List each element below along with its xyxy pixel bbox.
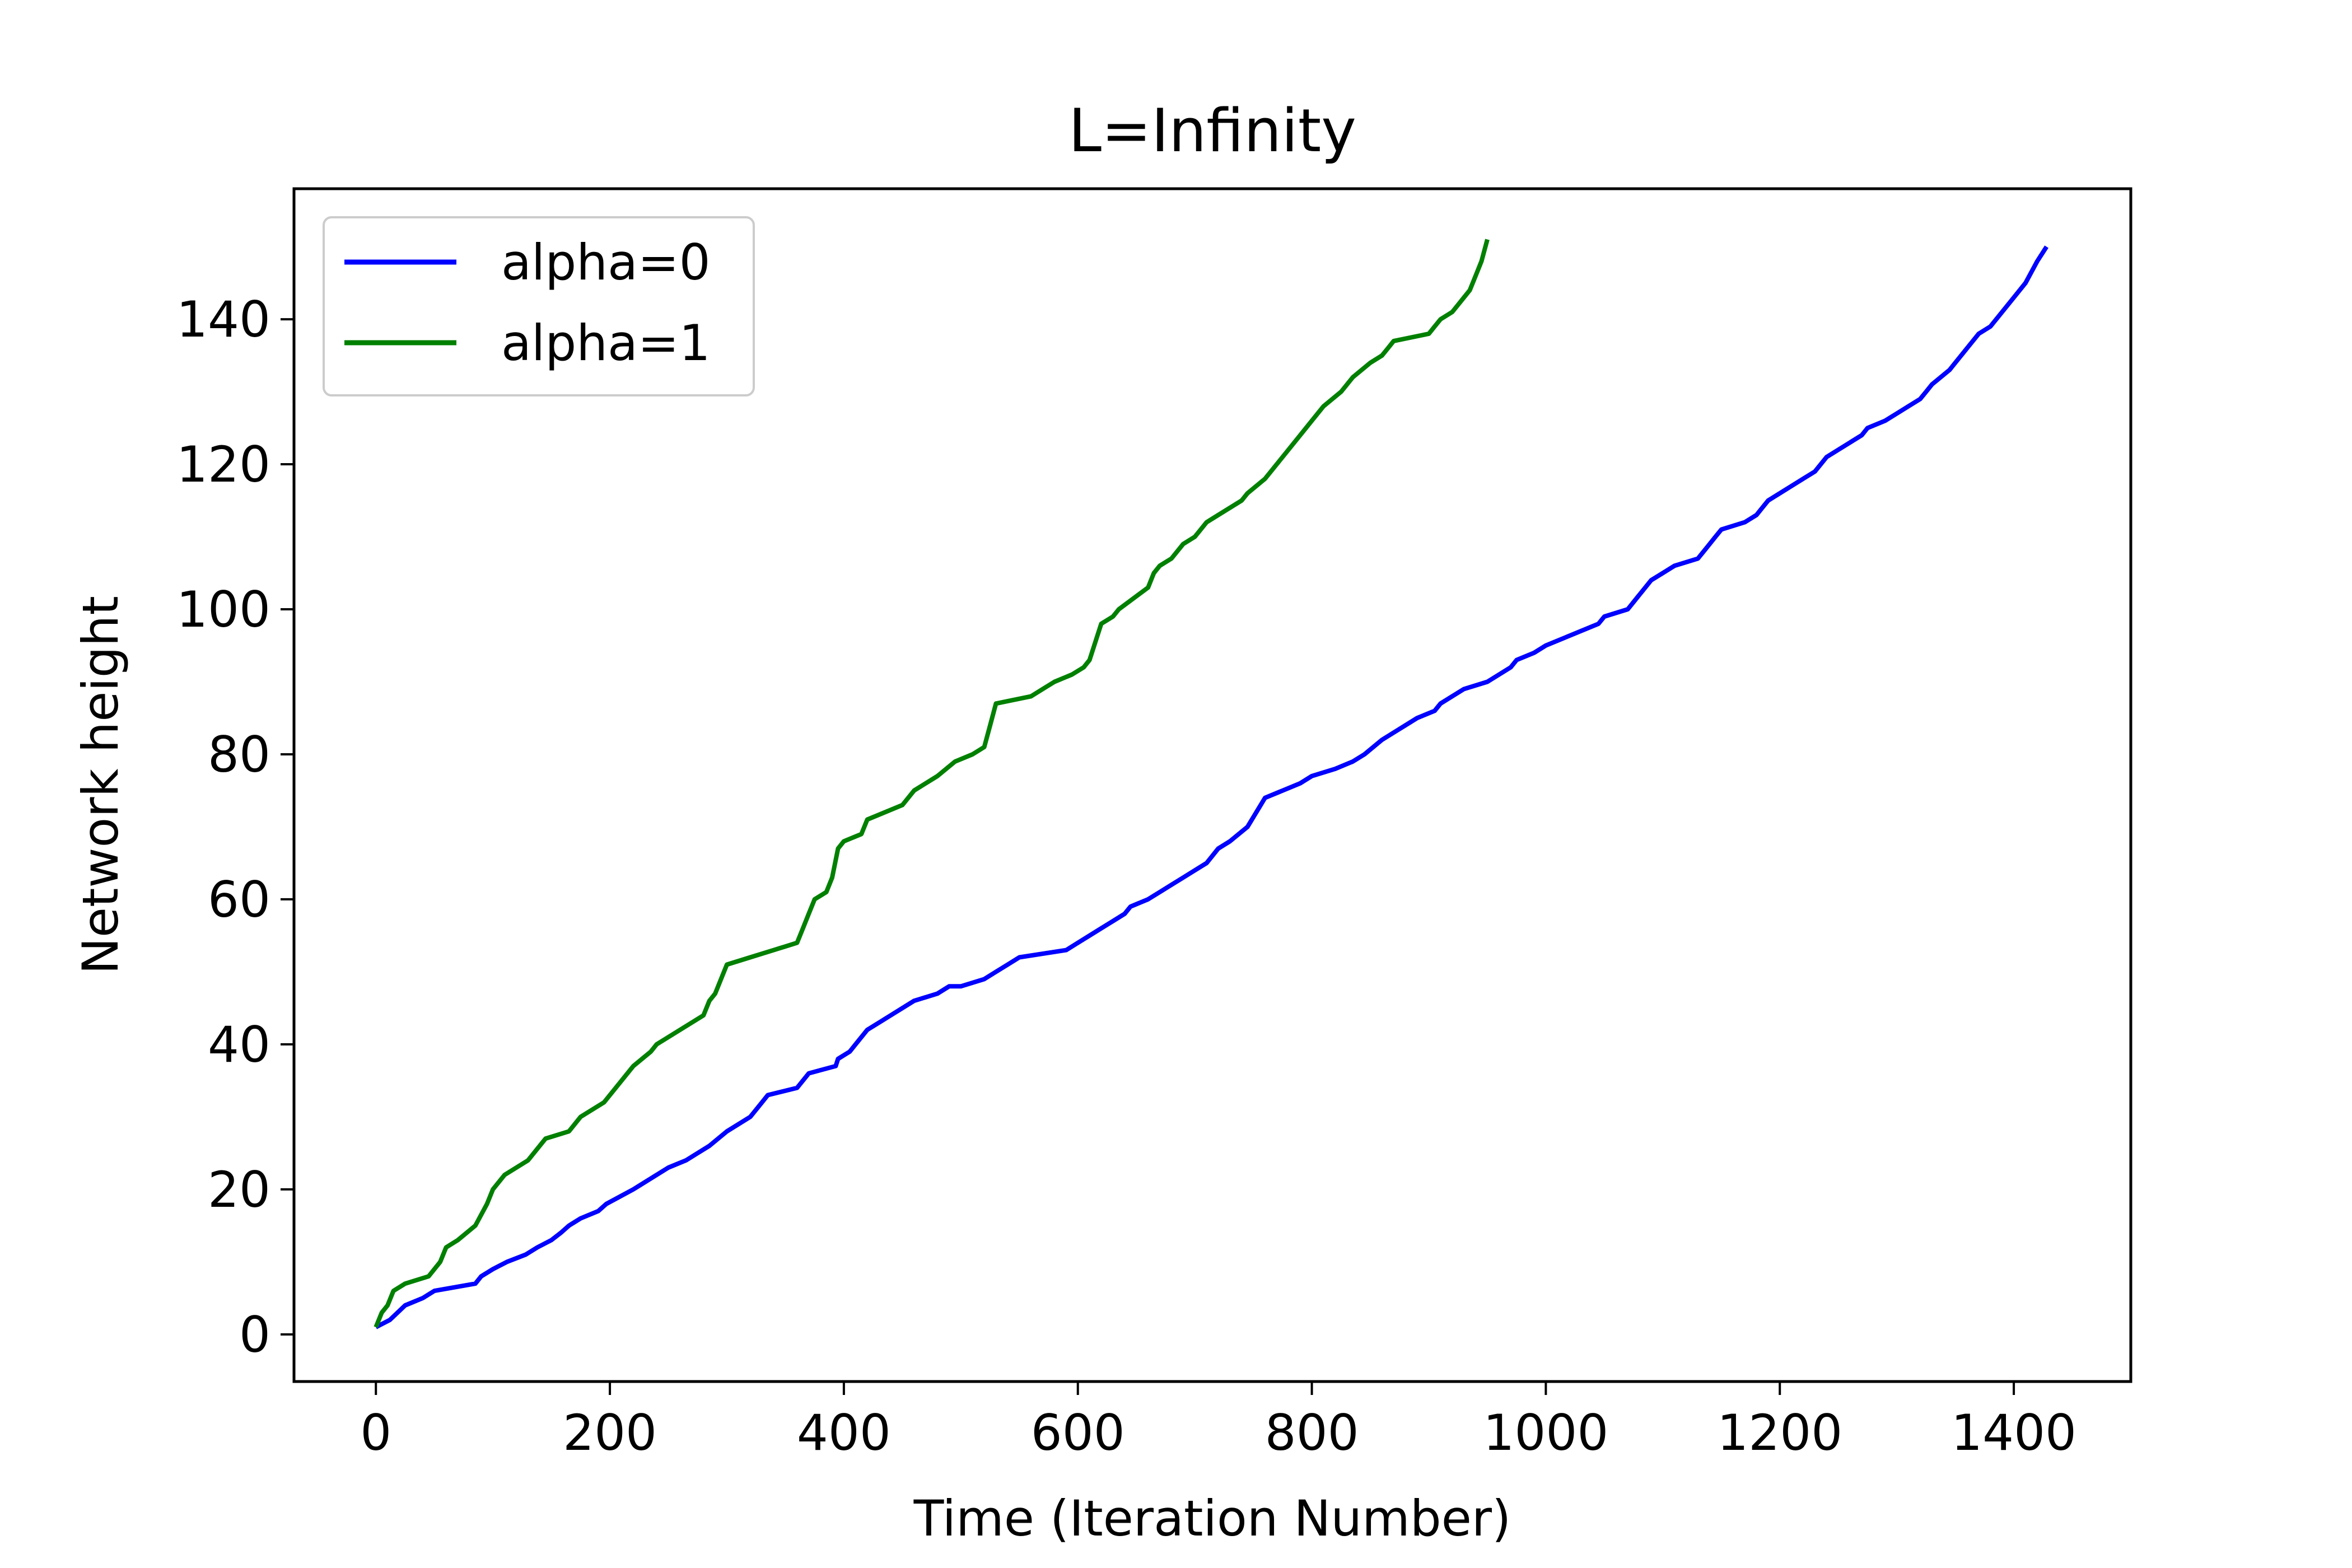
x-tick-label: 200	[563, 1404, 657, 1462]
chart-title: L=Infinity	[1068, 96, 1356, 165]
x-tick-label: 1400	[1951, 1404, 2076, 1462]
y-axis-ticks: 0 20 40 60 80 100 120 140	[176, 291, 294, 1364]
x-axis-ticks: 0 200 400 600 800 1000 1200 1400	[360, 1382, 2076, 1462]
y-tick-label: 40	[208, 1016, 270, 1074]
y-tick-label: 60	[208, 871, 270, 928]
legend-label-alpha-1: alpha=1	[501, 314, 711, 372]
x-tick-label: 400	[797, 1404, 891, 1462]
x-axis-label: Time (Iteration Number)	[913, 1490, 1511, 1547]
y-tick-label: 80	[208, 726, 270, 783]
y-tick-label: 100	[176, 581, 270, 638]
x-tick-label: 0	[360, 1404, 391, 1462]
y-axis-label: Network height	[72, 596, 129, 974]
y-tick-label: 120	[176, 436, 270, 493]
x-tick-label: 1200	[1717, 1404, 1842, 1462]
legend-label-alpha-0: alpha=0	[501, 234, 711, 291]
series-line-alpha-1	[374, 239, 1490, 1328]
x-tick-label: 600	[1031, 1404, 1125, 1462]
y-tick-label: 140	[176, 291, 270, 348]
legend: alpha=0 alpha=1	[323, 216, 755, 396]
series-layer	[374, 239, 2048, 1329]
plot-frame	[292, 187, 2132, 1383]
y-tick-label: 0	[239, 1306, 270, 1364]
x-tick-label: 800	[1265, 1404, 1359, 1462]
y-tick-label: 20	[208, 1161, 270, 1219]
x-tick-label: 1000	[1483, 1404, 1608, 1462]
series-line-alpha-0	[375, 245, 2048, 1329]
